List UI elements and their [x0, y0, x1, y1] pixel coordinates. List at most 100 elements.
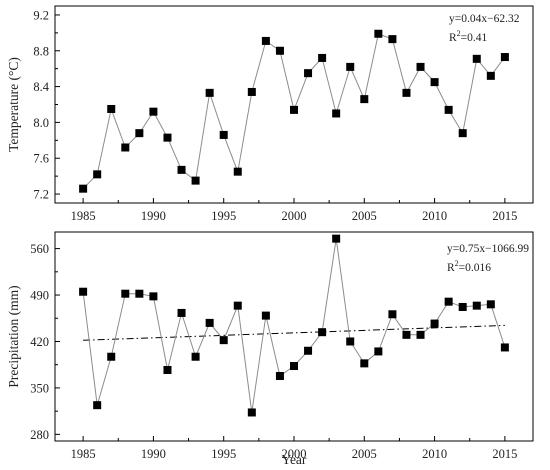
precipitation-data-point	[360, 359, 369, 368]
temperature-data-point	[472, 54, 481, 63]
precipitation-x-tick-label: 2000	[282, 447, 307, 461]
precipitation-data-point	[388, 310, 397, 319]
precipitation-data-point	[402, 330, 411, 339]
precipitation-r2-value: =0.016	[459, 262, 492, 274]
temperature-x-tick-label: 2010	[422, 209, 447, 223]
temperature-data-point	[444, 105, 453, 114]
precipitation-x-axis: 1985 1990 1995 2000 2005 2010 2015	[71, 436, 517, 461]
precipitation-y-tick-label: 280	[30, 428, 49, 442]
precipitation-r2-symbol: R	[447, 262, 455, 274]
precipitation-data-point	[332, 234, 341, 243]
temperature-data-point	[346, 62, 355, 71]
precipitation-x-tick-label: 1985	[71, 447, 96, 461]
temperature-data-point	[261, 36, 270, 45]
temperature-x-tick-label: 1995	[211, 209, 236, 223]
temperature-data-point	[177, 165, 186, 174]
precipitation-data-point	[121, 289, 130, 298]
temperature-data-point	[219, 130, 228, 139]
temperature-y-tick-label: 7.2	[33, 188, 49, 202]
temperature-data-point	[318, 53, 327, 62]
temperature-data-point	[93, 170, 102, 179]
precipitation-data-point	[107, 352, 116, 361]
temperature-data-point	[107, 104, 116, 113]
precipitation-data-point	[135, 289, 144, 298]
temperature-data-point	[79, 184, 88, 193]
precipitation-series-line	[82, 238, 506, 413]
temperature-data-point	[149, 107, 158, 116]
temperature-r2-value: =0.41	[461, 32, 488, 44]
precipitation-data-point	[247, 408, 256, 417]
precipitation-r2-exponent: 2	[455, 259, 459, 268]
precipitation-data-point	[346, 337, 355, 346]
precipitation-data-point	[191, 352, 200, 361]
precipitation-data-point	[163, 366, 172, 375]
precipitation-y-tick-label: 350	[30, 381, 49, 395]
precipitation-data-point	[177, 308, 186, 317]
temperature-r2-label: R2=0.41	[449, 29, 488, 44]
precipitation-data-point	[149, 292, 158, 301]
temperature-data-point	[247, 87, 256, 96]
precipitation-data-point	[318, 328, 327, 337]
precipitation-data-point	[374, 347, 383, 356]
precipitation-data-point	[261, 311, 270, 320]
precipitation-data-point	[416, 330, 425, 339]
temperature-data-point	[290, 105, 298, 114]
temperature-y-tick-label: 7.6	[33, 152, 49, 166]
temperature-y-axis-title: Temperature (°C)	[6, 57, 21, 152]
precipitation-x-tick-label: 2005	[352, 447, 377, 461]
precipitation-data-point	[430, 319, 439, 328]
temperature-x-tick-label: 1990	[141, 209, 166, 223]
precipitation-series	[79, 234, 509, 417]
temperature-data-point	[402, 88, 411, 97]
temperature-data-point	[430, 78, 439, 87]
precipitation-x-tick-label: 2015	[492, 447, 517, 461]
temperature-trend-equation: y=0.04x−62.32	[449, 13, 520, 25]
temperature-data-point	[486, 71, 495, 80]
precipitation-x-tick-label: 1995	[211, 447, 236, 461]
temperature-data-point	[332, 109, 341, 118]
temperature-x-axis: 1985 1990 1995 2000 2005 2010 2015	[71, 198, 517, 223]
temperature-y-tick-label: 8.4	[33, 80, 49, 94]
temperature-series	[79, 29, 509, 193]
precipitation-data-point	[93, 401, 102, 410]
precipitation-x-tick-label: 1990	[141, 447, 166, 461]
temperature-data-point	[191, 176, 200, 185]
temperature-x-tick-label: 2015	[492, 209, 517, 223]
temperature-data-point	[304, 69, 313, 78]
x-axis-title-year: Year	[282, 452, 307, 467]
precipitation-data-point	[290, 362, 298, 371]
precipitation-y-tick-label: 420	[30, 335, 49, 349]
precipitation-data-point	[219, 336, 228, 345]
temperature-data-point	[121, 143, 130, 152]
precipitation-y-tick-label: 560	[30, 242, 49, 256]
temperature-y-tick-label: 8.8	[33, 44, 49, 58]
precipitation-data-point	[458, 302, 467, 311]
temperature-data-point	[388, 35, 397, 44]
precipitation-data-point	[486, 300, 495, 309]
temperature-data-point	[416, 62, 425, 71]
precipitation-chart: 1985 1990 1995 2000 2005 2010 2015 280 350 420 49…	[6, 231, 534, 467]
temperature-data-point	[233, 167, 242, 176]
temperature-y-tick-label: 9.2	[33, 8, 49, 22]
precipitation-r2-label: R2=0.016	[447, 259, 491, 274]
precipitation-data-point	[304, 346, 313, 355]
temperature-data-point	[458, 129, 467, 138]
precipitation-trend-segment	[83, 324, 505, 341]
precipitation-data-point	[275, 371, 284, 380]
temperature-data-point	[163, 133, 172, 142]
precipitation-data-point	[472, 301, 481, 310]
temperature-x-tick-label: 2000	[282, 209, 307, 223]
precipitation-trend-equation: y=0.75x−1066.99	[447, 243, 529, 255]
temperature-y-tick-label: 8.0	[33, 116, 49, 130]
precipitation-trend-line	[83, 324, 505, 341]
temperature-r2-exponent: 2	[457, 29, 461, 38]
temperature-y-axis: 7.2 7.6 8.0 8.4 8.8 9.2	[33, 8, 60, 202]
precipitation-x-tick-label: 2010	[422, 447, 447, 461]
precipitation-data-point	[233, 301, 242, 310]
precipitation-data-point	[500, 343, 509, 352]
precipitation-y-tick-label: 490	[30, 289, 49, 303]
temperature-data-point	[205, 88, 214, 97]
temperature-data-point	[135, 129, 144, 138]
temperature-x-tick-label: 1985	[71, 209, 96, 223]
